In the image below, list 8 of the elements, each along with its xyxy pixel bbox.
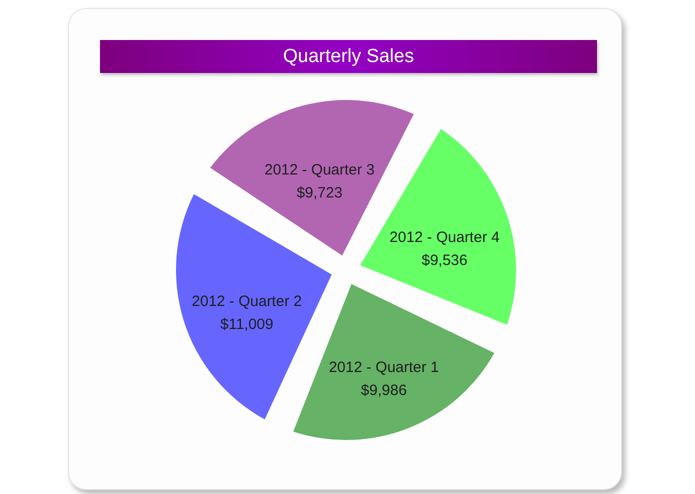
slice-label: 2012 - Quarter 1	[328, 358, 439, 376]
slice-label: 2012 - Quarter 3	[264, 161, 375, 178]
slice-label: 2012 - Quarter 4	[390, 228, 500, 246]
data-label: $9,536	[422, 252, 468, 269]
data-label: $9,986	[360, 382, 407, 399]
slice-label: 2012 - Quarter 2	[192, 293, 302, 310]
data-label: $9,723	[296, 184, 342, 202]
data-label: $11,009	[220, 316, 274, 334]
